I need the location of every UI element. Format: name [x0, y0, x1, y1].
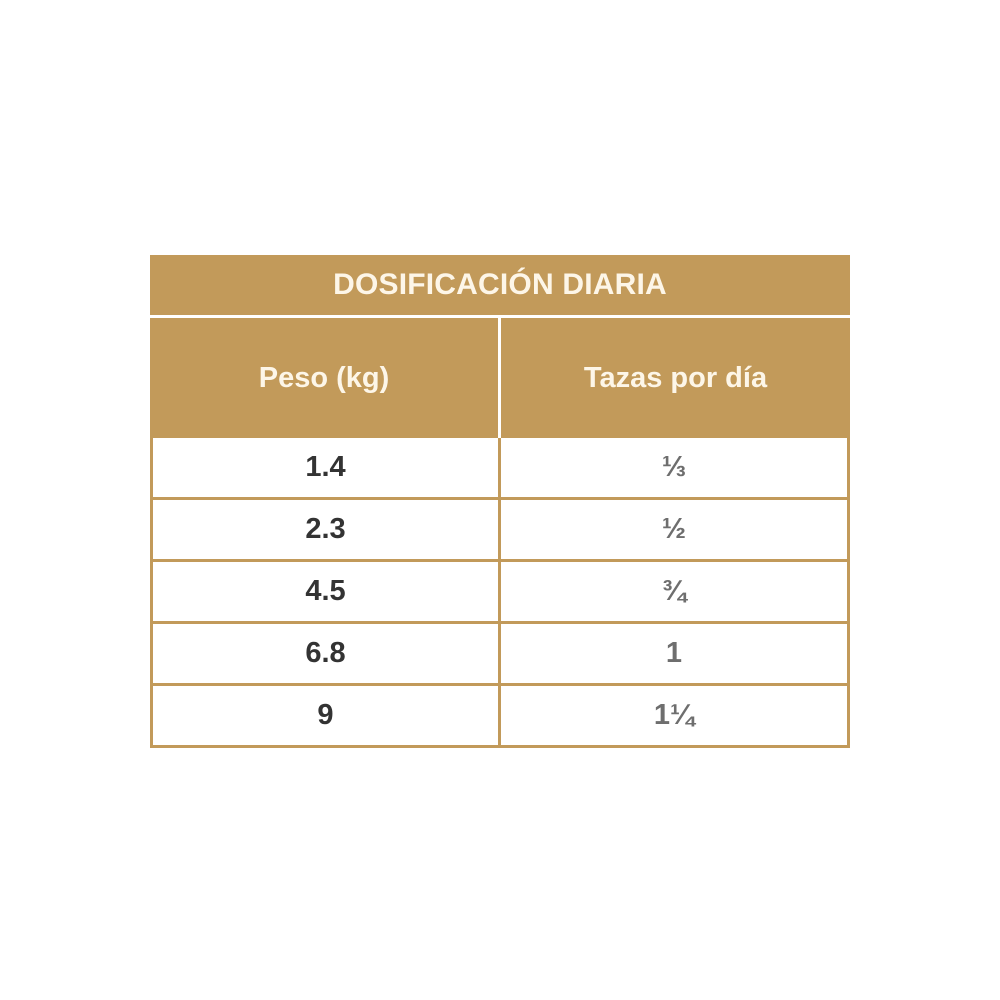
- table-row: 4.5 ¾: [150, 562, 850, 624]
- weight-cell: 9: [317, 699, 334, 731]
- dosage-table: DOSIFICACIÓN DIARIA Peso (kg) Tazas por …: [150, 255, 850, 748]
- weight-cell: 2.3: [305, 513, 346, 545]
- header-weight: Peso (kg): [258, 361, 390, 394]
- weight-cell: 1.4: [305, 451, 346, 483]
- cups-cell: ⅓: [498, 438, 847, 497]
- cups-cell: 1: [498, 624, 847, 683]
- table-title: DOSIFICACIÓN DIARIA: [150, 255, 850, 315]
- table-header-row: Peso (kg) Tazas por día: [150, 318, 850, 438]
- header-cups: Tazas por día: [498, 318, 850, 438]
- weight-cell: 6.8: [305, 637, 346, 669]
- cups-cell: ¾: [498, 562, 847, 621]
- cups-cell: 1¼: [498, 686, 847, 745]
- divider: [150, 315, 850, 318]
- cups-cell: ½: [498, 500, 847, 559]
- table-row: 2.3 ½: [150, 500, 850, 562]
- table-row: 9 1¼: [150, 686, 850, 748]
- weight-cell: 4.5: [305, 575, 346, 607]
- table-row: 6.8 1: [150, 624, 850, 686]
- table-row: 1.4 ⅓: [150, 438, 850, 500]
